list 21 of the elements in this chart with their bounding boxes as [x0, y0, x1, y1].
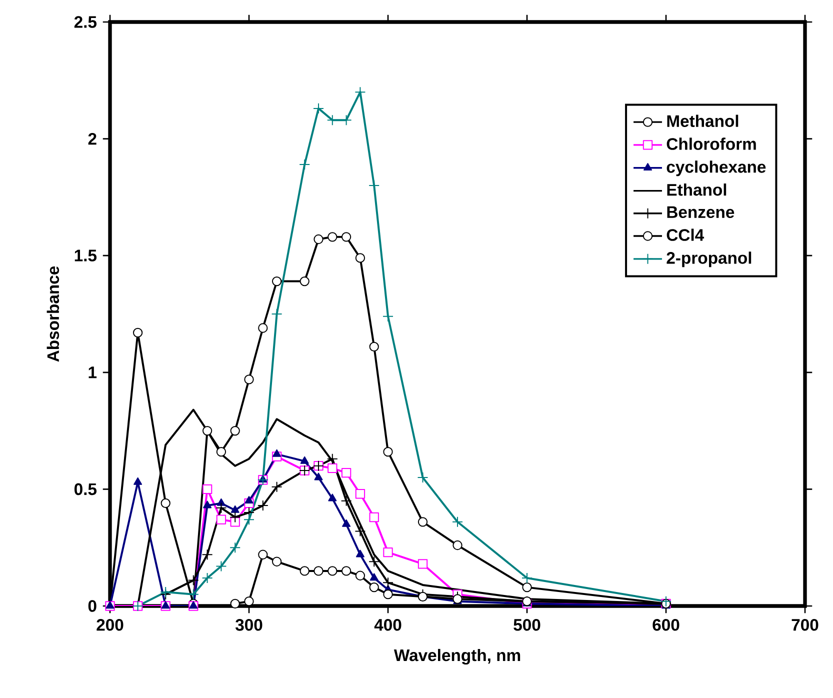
y-tick-label: 2 [88, 132, 96, 145]
x-tick-label: 600 [652, 619, 680, 631]
legend-label: Ethanol [667, 183, 726, 196]
legend-label: Chloroform [666, 138, 756, 150]
y-tick-label: 1.5 [74, 250, 97, 262]
legend-label: 2-propanol [666, 252, 752, 268]
x-tick-label: 400 [374, 619, 402, 631]
x-axis-title: Wavelength, nm [394, 648, 520, 665]
legend-label: CCl4 [666, 228, 704, 241]
x-tick-label: 500 [514, 619, 540, 631]
y-tick-label: 2.5 [74, 16, 97, 28]
y-tick-label: 0.5 [74, 483, 97, 496]
legend-label: Methanol [667, 114, 738, 127]
x-tick-label: 300 [235, 619, 262, 631]
x-tick-label: 700 [792, 619, 818, 631]
y-tick-label: 0 [88, 600, 96, 612]
x-tick-label: 200 [96, 619, 124, 631]
y-tick-label: 1 [88, 366, 97, 378]
legend-label: Benzene [667, 206, 734, 218]
legend-label: cyclohexane [666, 160, 766, 176]
y-axis-title: Absorbance [46, 266, 60, 362]
